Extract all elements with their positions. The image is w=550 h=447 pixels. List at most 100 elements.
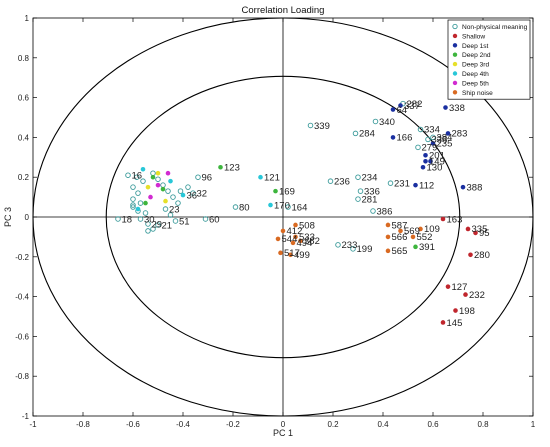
data-point — [125, 172, 131, 178]
data-point — [285, 204, 291, 210]
data-point — [167, 212, 174, 218]
point-label: 280 — [474, 250, 490, 261]
point-label: 412 — [287, 226, 303, 237]
data-point — [177, 188, 184, 194]
data-point — [440, 216, 446, 222]
y-axis-title: PC 3 — [3, 207, 13, 227]
data-point — [218, 164, 223, 170]
data-point — [135, 190, 141, 196]
point-label: 164 — [292, 202, 308, 213]
y-tick-label: 1 — [25, 14, 30, 23]
point-label: 338 — [432, 135, 448, 146]
point-label: 18 — [122, 214, 133, 225]
data-point — [162, 206, 169, 212]
data-point — [258, 174, 263, 180]
legend-marker — [452, 71, 458, 76]
point-label: 16 — [132, 171, 143, 182]
data-point — [463, 292, 468, 297]
data-point — [445, 284, 451, 289]
point-label: 566 — [392, 232, 408, 243]
point-label: 166 — [397, 133, 413, 144]
data-point — [453, 308, 458, 313]
data-point — [352, 130, 359, 137]
data-point — [288, 252, 293, 258]
point-label: 60 — [209, 214, 220, 225]
data-point — [202, 216, 209, 222]
data-point — [335, 242, 341, 248]
y-tick-label: 0.6 — [18, 94, 30, 103]
data-point — [307, 122, 314, 129]
legend-marker — [452, 33, 458, 39]
data-point — [190, 190, 196, 196]
legend-marker — [452, 43, 458, 48]
data-point — [385, 234, 391, 240]
x-tick-label: -1 — [29, 420, 37, 429]
data-point — [387, 180, 394, 186]
data-point — [140, 178, 146, 184]
data-point — [425, 136, 431, 143]
data-point — [148, 194, 153, 200]
point-label: 80 — [239, 202, 250, 213]
legend-label: Non-physical meaning — [462, 24, 528, 31]
legend-marker — [452, 90, 458, 95]
data-point — [445, 131, 451, 136]
point-label: 281 — [362, 194, 378, 205]
point-label: 388 — [467, 182, 483, 193]
data-point — [390, 107, 396, 112]
data-point — [357, 188, 364, 194]
point-label: 569 — [404, 226, 420, 237]
point-label: 282 — [407, 99, 423, 110]
chart-title: Correlation Loading — [242, 5, 325, 16]
data-point — [385, 248, 391, 254]
data-point — [155, 182, 161, 188]
data-point — [150, 174, 156, 180]
data-point — [278, 250, 283, 256]
data-point — [355, 174, 361, 180]
data-point — [140, 166, 146, 172]
data-point — [137, 216, 144, 222]
legend-label: Shallow — [462, 33, 485, 40]
point-label: 279 — [422, 143, 438, 154]
data-point — [370, 208, 376, 214]
data-point — [420, 164, 426, 170]
reference-circle — [105, 75, 461, 359]
point-label: 391 — [419, 242, 435, 253]
data-point — [268, 202, 273, 208]
point-label: 123 — [224, 163, 240, 174]
point-label: 64 — [397, 105, 408, 116]
y-tick-label: -0.2 — [15, 253, 29, 262]
data-point — [415, 144, 421, 151]
data-point — [175, 200, 181, 206]
data-point — [417, 126, 424, 133]
data-point — [413, 244, 418, 250]
data-point — [473, 230, 478, 236]
point-label: 112 — [419, 180, 434, 191]
data-point — [135, 206, 141, 212]
point-label: 533 — [299, 232, 315, 243]
point-label: 121 — [264, 173, 280, 184]
reference-circles — [32, 17, 534, 417]
data-point — [428, 158, 433, 164]
data-point — [423, 158, 428, 164]
data-point — [298, 238, 303, 244]
data-point — [145, 184, 151, 190]
point-label: 169 — [279, 186, 295, 197]
legend-label: Deep 5th — [462, 80, 489, 87]
data-point — [280, 228, 286, 234]
x-tick-label: -0.2 — [226, 420, 240, 429]
y-tick-label: -0.8 — [15, 372, 29, 381]
y-tick-label: 0.4 — [18, 133, 30, 142]
point-label: 23 — [169, 204, 180, 215]
point-label: 163 — [447, 214, 463, 225]
data-point — [130, 202, 136, 208]
point-label: 517 — [284, 248, 300, 259]
legend-label: Deep 1st — [462, 43, 489, 50]
point-label: 145 — [447, 318, 463, 329]
point-label: 235 — [437, 139, 453, 150]
x-tick-label: -0.4 — [176, 420, 190, 429]
point-label: 508 — [299, 220, 315, 231]
legend-label: Ship noise — [462, 90, 493, 97]
point-label: 109 — [424, 224, 440, 235]
